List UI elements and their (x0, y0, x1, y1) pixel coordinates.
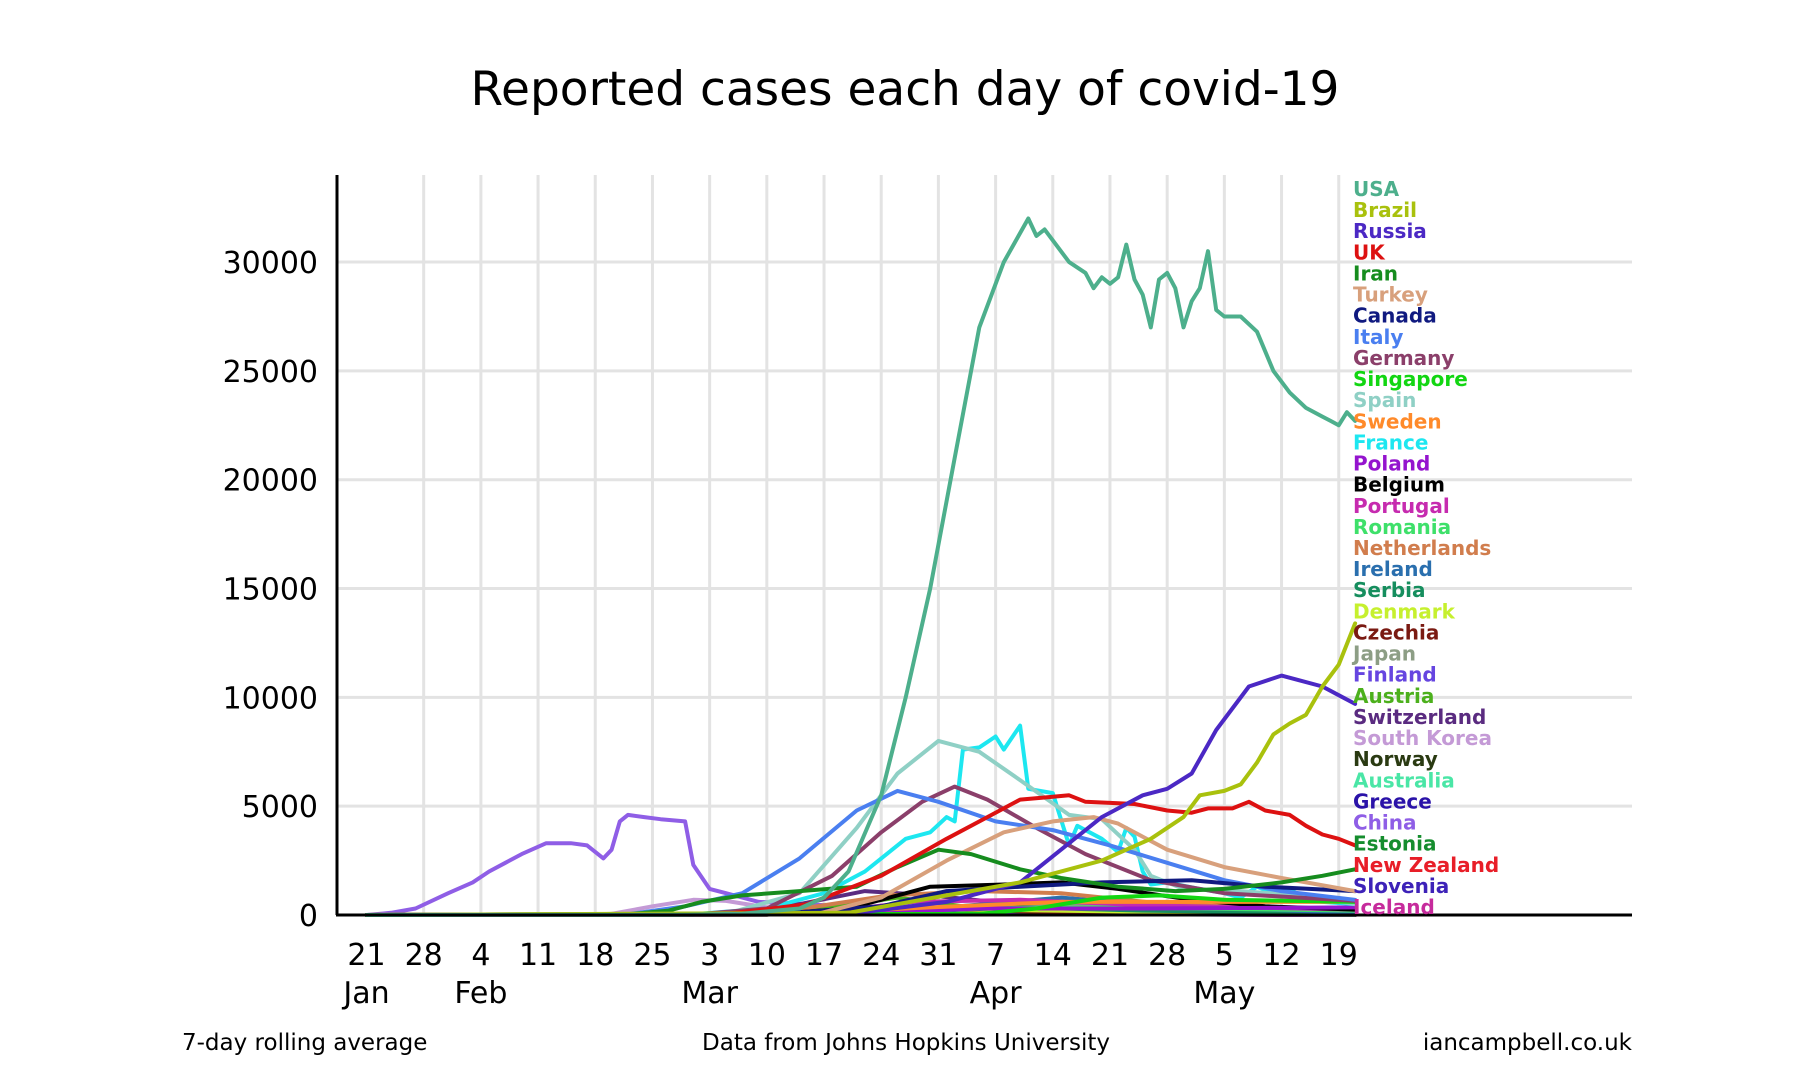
x-tick-label: 11 (519, 938, 557, 973)
legend-entry: Germany (1353, 346, 1454, 370)
series-line (364, 815, 1358, 917)
series-line (364, 673, 1358, 917)
legend-entry: Poland (1353, 452, 1430, 476)
legend-entry: Czechia (1353, 620, 1439, 644)
legend-entry: Australia (1353, 768, 1455, 792)
legend-entry: Singapore (1353, 367, 1468, 391)
legend-entry: Switzerland (1353, 705, 1486, 729)
legend-entry: Iceland (1353, 895, 1435, 919)
x-tick-label: 7 (986, 938, 1005, 973)
legend-entry: Ireland (1353, 557, 1433, 581)
x-tick-label: 21 (347, 938, 385, 973)
legend-entry: Greece (1353, 789, 1432, 813)
y-tick-label: 0 (299, 899, 318, 934)
x-tick-label: 28 (1148, 938, 1186, 973)
legend-entry: Belgium (1353, 473, 1445, 497)
legend-entry: UK (1353, 240, 1386, 264)
y-tick-label: 20000 (223, 464, 318, 499)
footer-data-source: Data from Johns Hopkins University (702, 1030, 1110, 1056)
legend-entry: France (1353, 430, 1428, 454)
x-tick-label: 25 (633, 938, 671, 973)
x-month-label: Jan (341, 976, 389, 1011)
footer-site: iancampbell.co.uk (1423, 1030, 1633, 1056)
x-tick-label: 17 (805, 938, 843, 973)
legend-entry: Italy (1353, 325, 1403, 349)
chart-title: Reported cases each day of covid-19 (471, 62, 1340, 117)
legend-entry: Japan (1351, 642, 1416, 666)
legend-entry: China (1353, 811, 1417, 835)
y-tick-label: 25000 (223, 355, 318, 390)
x-month-label: Mar (681, 976, 738, 1011)
series-line (364, 216, 1358, 917)
legend-entry: Finland (1353, 663, 1437, 687)
footer-note-rolling-average: 7-day rolling average (182, 1030, 427, 1056)
x-tick-label: 19 (1320, 938, 1358, 973)
x-tick-label: 10 (748, 938, 786, 973)
series-line (364, 621, 1358, 917)
legend-entry: South Korea (1353, 726, 1492, 750)
series-line (364, 793, 1358, 917)
legend-entry: Slovenia (1353, 874, 1449, 898)
legend-entry: Sweden (1353, 409, 1442, 433)
x-month-label: Feb (454, 976, 507, 1011)
x-month-label: May (1193, 976, 1255, 1011)
legend-entry: Serbia (1353, 578, 1426, 602)
legend-entry: Estonia (1353, 832, 1436, 856)
legend-entry: Portugal (1353, 494, 1450, 518)
x-tick-label: 3 (700, 938, 719, 973)
x-tick-label: 4 (471, 938, 490, 973)
x-tick-label: 14 (1034, 938, 1072, 973)
x-tick-label: 18 (576, 938, 614, 973)
legend-entry: Denmark (1353, 599, 1456, 623)
legend-entry: New Zealand (1353, 853, 1499, 877)
x-month-label: Apr (970, 976, 1023, 1011)
x-tick-label: 24 (862, 938, 900, 973)
legend-entry: Iran (1353, 261, 1398, 285)
y-tick-label: 5000 (242, 790, 318, 825)
legend: USABrazilRussiaUKIranTurkeyCanadaItalyGe… (1351, 177, 1499, 919)
axes (335, 175, 1632, 917)
series-lines (364, 216, 1358, 917)
series-line (364, 847, 1358, 917)
legend-entry: Norway (1353, 747, 1438, 771)
x-tick-label: 5 (1215, 938, 1234, 973)
y-tick-labels: 0 5000 10000 15000 20000 25000 30000 (223, 246, 318, 934)
x-tick-label: 12 (1262, 938, 1300, 973)
x-tick-label: 21 (1091, 938, 1129, 973)
y-tick-label: 30000 (223, 246, 318, 281)
y-tick-label: 10000 (223, 681, 318, 716)
y-tick-label: 15000 (223, 573, 318, 608)
legend-entry: Netherlands (1353, 536, 1491, 560)
legend-entry: Turkey (1353, 283, 1428, 307)
legend-entry: Russia (1353, 219, 1427, 243)
x-tick-label: 28 (405, 938, 443, 973)
legend-entry: Canada (1353, 304, 1437, 328)
legend-entry: USA (1353, 177, 1400, 201)
grid (337, 175, 1632, 915)
x-tick-label: 31 (919, 938, 957, 973)
legend-entry: Brazil (1353, 198, 1417, 222)
legend-entry: Spain (1353, 388, 1416, 412)
legend-entry: Austria (1353, 684, 1434, 708)
legend-entry: Romania (1353, 515, 1451, 539)
